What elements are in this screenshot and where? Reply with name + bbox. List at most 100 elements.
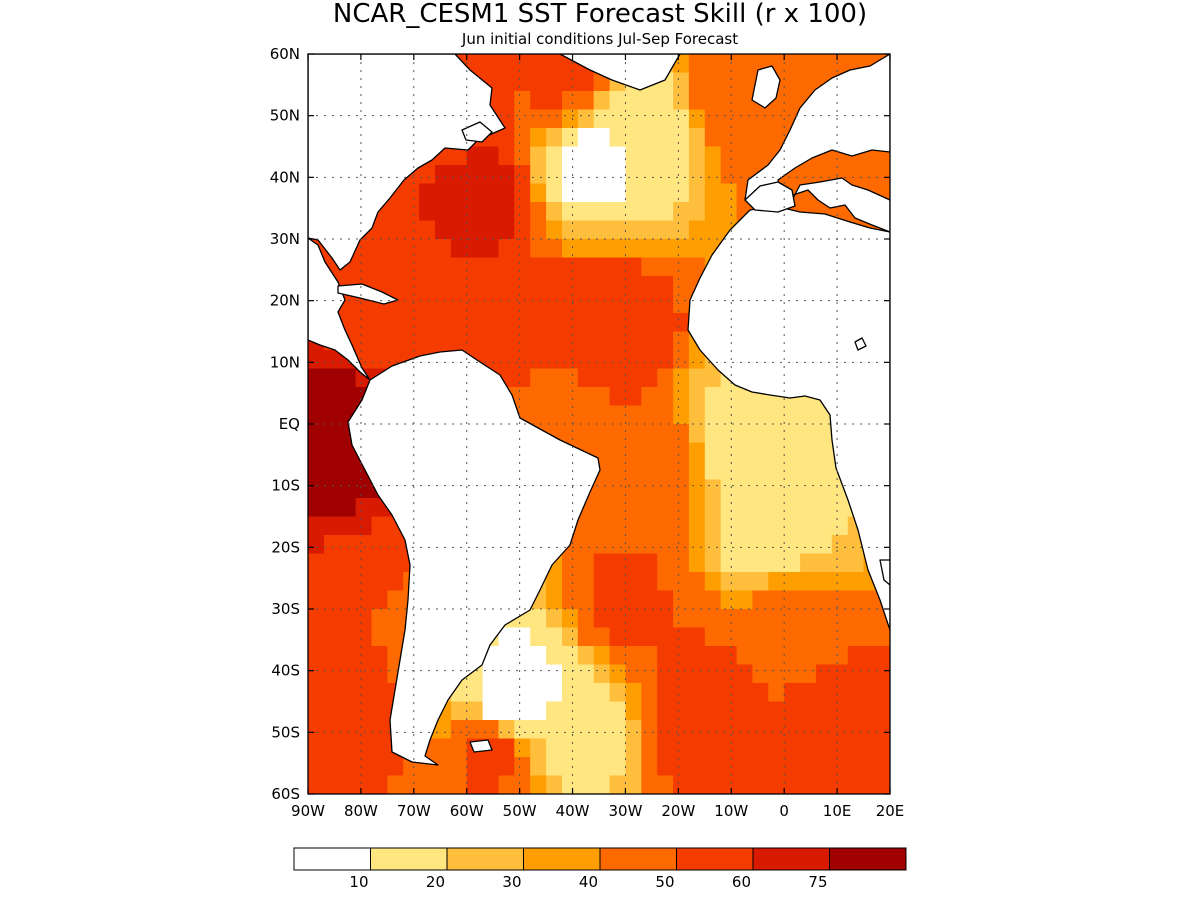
skill-cell <box>688 442 706 462</box>
skill-cell <box>577 313 595 333</box>
skill-cell <box>831 720 849 740</box>
skill-cell <box>688 461 706 481</box>
skill-cell <box>593 646 611 666</box>
skill-cell <box>450 331 468 351</box>
skill-cell <box>752 738 769 758</box>
skill-cell <box>879 683 890 703</box>
skill-cell <box>387 757 404 777</box>
skill-cell <box>720 664 738 684</box>
skill-cell <box>625 239 642 259</box>
skill-cell <box>593 442 611 462</box>
colorbar-swatch <box>599 847 677 871</box>
skill-cell <box>784 590 801 610</box>
skill-cell <box>593 424 611 444</box>
skill-cell <box>831 775 849 794</box>
skill-cell <box>815 664 833 684</box>
skill-cell <box>498 165 515 185</box>
skill-cell <box>577 146 595 166</box>
skill-cell <box>704 720 722 740</box>
lon-tick-label: 10W <box>714 802 748 820</box>
skill-cell <box>371 646 388 666</box>
skill-cell <box>530 313 547 333</box>
skill-cell <box>641 91 658 111</box>
skill-cell <box>752 442 769 462</box>
skill-cell <box>815 609 833 629</box>
skill-cell <box>800 442 817 462</box>
skill-cell <box>355 313 373 333</box>
skill-cell <box>593 368 611 388</box>
lon-tick-label: 60W <box>450 802 484 820</box>
skill-cell <box>657 516 674 536</box>
skill-cell <box>609 498 627 518</box>
skill-cell <box>546 183 563 203</box>
skill-cell <box>704 91 722 111</box>
skill-cell <box>720 738 738 758</box>
skill-cell <box>657 91 674 111</box>
skill-cell <box>720 183 738 203</box>
skill-cell <box>355 720 373 740</box>
skill-cell <box>641 535 658 555</box>
skill-cell <box>562 664 579 684</box>
skill-cell <box>831 627 849 647</box>
skill-cell <box>673 757 690 777</box>
skill-cell <box>657 757 674 777</box>
skill-cell <box>593 738 611 758</box>
skill-cell <box>720 461 738 481</box>
skill-cell <box>355 239 373 259</box>
skill-cell <box>831 590 849 610</box>
skill-cell <box>466 331 484 351</box>
skill-cell <box>371 313 388 333</box>
skill-cell <box>673 72 690 92</box>
skill-cell <box>498 701 515 721</box>
skill-cell <box>815 738 833 758</box>
skill-cell <box>688 165 706 185</box>
skill-cell <box>800 683 817 703</box>
skill-cell <box>403 257 420 277</box>
skill-cell <box>831 683 849 703</box>
skill-cell <box>609 664 627 684</box>
skill-cell <box>784 516 801 536</box>
skill-cell <box>704 757 722 777</box>
skill-cell <box>704 572 722 592</box>
skill-cell <box>562 646 579 666</box>
skill-cell <box>641 424 658 444</box>
skill-cell <box>419 313 436 333</box>
colorbar-level-label: 60 <box>732 873 751 891</box>
skill-cell <box>688 553 706 573</box>
skill-cell <box>609 405 627 425</box>
skill-cell <box>768 109 785 129</box>
skill-cell <box>514 331 531 351</box>
skill-cell <box>720 72 738 92</box>
skill-cell <box>688 590 706 610</box>
skill-cell <box>546 757 563 777</box>
skill-cell <box>641 572 658 592</box>
skill-cell <box>815 590 833 610</box>
skill-cell <box>688 128 706 148</box>
skill-cell <box>752 590 769 610</box>
skill-cell <box>784 572 801 592</box>
skill-cell <box>879 646 890 666</box>
lat-tick-label: 10N <box>270 353 300 371</box>
skill-cell <box>546 738 563 758</box>
skill-cell <box>387 775 404 794</box>
lat-lon-gridlines <box>308 54 890 794</box>
skill-cell <box>498 313 515 333</box>
skill-cell <box>720 572 738 592</box>
skill-cell <box>657 220 674 240</box>
skill-cell <box>815 572 833 592</box>
skill-cell <box>657 350 674 370</box>
skill-cell <box>641 590 658 610</box>
skill-cell <box>704 128 722 148</box>
colorbar-swatch <box>676 847 754 871</box>
skill-cell <box>673 109 690 129</box>
skill-cell <box>815 627 833 647</box>
skill-cell <box>450 183 468 203</box>
skill-cell <box>403 294 420 314</box>
skill-cell <box>688 535 706 555</box>
skill-cell <box>530 350 547 370</box>
skill-cell <box>609 146 627 166</box>
skill-cell <box>752 683 769 703</box>
skill-cell <box>546 627 563 647</box>
skill-cell <box>530 683 547 703</box>
skill-cell <box>657 590 674 610</box>
